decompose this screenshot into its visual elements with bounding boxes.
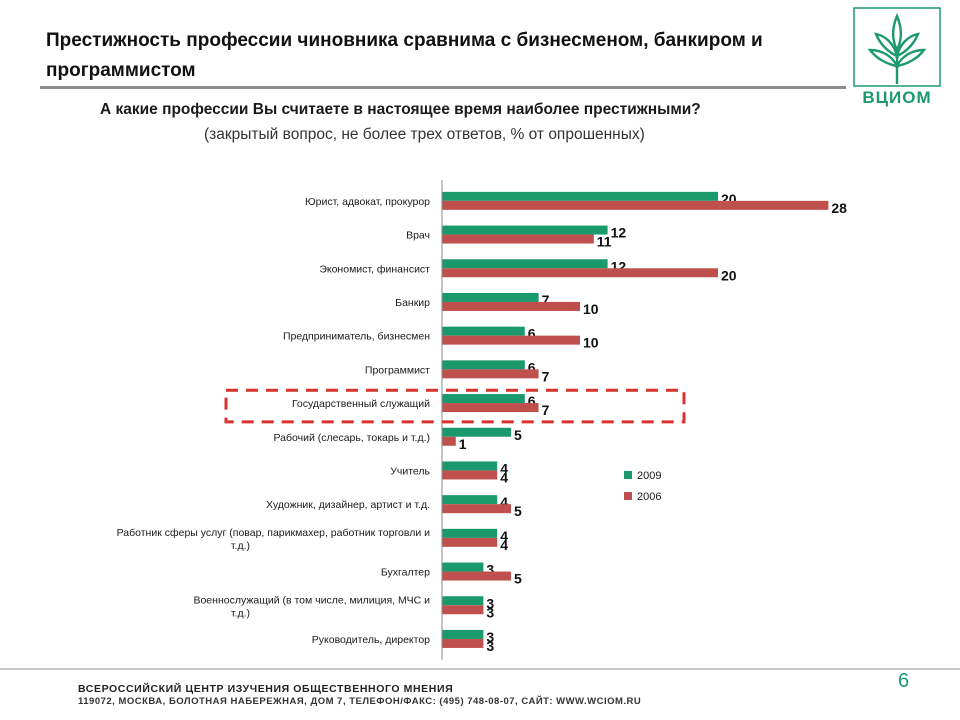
value-label-2006: 7 — [542, 402, 550, 418]
bar-2006 — [442, 504, 511, 514]
bar-2009 — [442, 596, 484, 606]
value-label-2006: 11 — [597, 234, 612, 250]
category-label: Художник, дизайнер, артист и т.д. — [266, 499, 430, 511]
bar-2009 — [442, 191, 718, 201]
value-label-2009: 3 — [486, 595, 494, 611]
value-label-2006: 5 — [514, 571, 522, 587]
bar-2006 — [442, 234, 594, 244]
page-number: 6 — [898, 670, 910, 692]
bar-2009 — [442, 562, 484, 572]
bar-2009 — [442, 394, 525, 404]
footer-address: 119072, МОСКВА, БОЛОТНАЯ НАБЕРЕЖНАЯ, ДОМ… — [78, 696, 642, 707]
value-label-2006: 7 — [542, 368, 550, 384]
value-label-2009: 7 — [542, 292, 550, 308]
value-label-2009: 5 — [514, 427, 522, 443]
category-label: Предприниматель, бизнесмен — [283, 331, 430, 343]
category-label: Бухгалтер — [381, 567, 430, 579]
value-label-2009: 4 — [500, 460, 508, 476]
value-label-2006: 4 — [500, 469, 508, 485]
category-label: Государственный служащий — [292, 398, 430, 410]
category-label: Военнослужащий (в том числе, милиция, МЧ… — [193, 594, 430, 619]
value-label-2009: 4 — [500, 494, 508, 510]
legend-label-2009: 2009 — [637, 470, 661, 482]
bar-2009 — [442, 360, 525, 370]
bar-2006 — [442, 605, 484, 615]
bar-2006 — [442, 571, 511, 581]
value-label-2006: 5 — [514, 503, 522, 519]
category-label: Учитель — [390, 465, 430, 477]
value-label-2006: 20 — [721, 267, 737, 283]
value-label-2009: 3 — [486, 562, 494, 578]
category-label: Врач — [406, 230, 430, 242]
bar-2006 — [442, 301, 580, 311]
title-divider — [40, 86, 846, 89]
bar-2006 — [442, 200, 829, 210]
value-label-2006: 4 — [500, 537, 508, 553]
legend-swatch-2006 — [624, 492, 632, 500]
footer-org: ВСЕРОССИЙСКИЙ ЦЕНТР ИЗУЧЕНИЯ ОБЩЕСТВЕННО… — [78, 683, 454, 695]
category-label: Банкир — [395, 297, 430, 309]
category-label: Рабочий (слесарь, токарь и т.д.) — [274, 432, 431, 444]
value-label-2009: 4 — [500, 528, 508, 544]
bar-2006 — [442, 470, 498, 480]
logo-text: ВЦИОМ — [862, 88, 932, 107]
category-label: Работник сферы услуг (повар, парикмахер,… — [117, 527, 431, 552]
bar-2006 — [442, 268, 718, 278]
value-label-2006: 10 — [583, 301, 599, 317]
bar-2009 — [442, 629, 484, 639]
survey-question: А какие профессии Вы считаете в настояще… — [100, 101, 701, 118]
footer-divider — [0, 668, 960, 670]
value-label-2006: 10 — [583, 335, 599, 351]
bar-2009 — [442, 461, 498, 471]
value-label-2009: 6 — [528, 359, 536, 375]
category-label: Экономист, финансист — [319, 263, 430, 275]
legend-swatch-2009 — [624, 471, 632, 479]
bar-2009 — [442, 495, 498, 505]
bar-2009 — [442, 292, 539, 302]
bar-2009 — [442, 326, 525, 336]
bar-2009 — [442, 259, 608, 269]
bar-2009 — [442, 225, 608, 235]
value-label-2009: 3 — [486, 629, 494, 645]
value-label-2006: 3 — [486, 604, 494, 620]
bar-2006 — [442, 403, 539, 413]
bar-2006 — [442, 335, 580, 345]
value-label-2006: 3 — [486, 638, 494, 654]
legend-label-2006: 2006 — [637, 491, 661, 503]
question-note: (закрытый вопрос, не более трех ответов,… — [204, 126, 645, 143]
value-label-2009: 12 — [611, 225, 627, 241]
bar-2006 — [442, 638, 484, 648]
bar-2006 — [442, 436, 456, 446]
category-label: Юрист, адвокат, прокурор — [305, 196, 430, 208]
page-title: Престижность профессии чиновника сравним… — [46, 30, 763, 81]
wciom-logo: ВЦИОМ — [852, 6, 942, 107]
category-label: Руководитель, директор — [312, 634, 430, 646]
bar-2009 — [442, 427, 511, 437]
bar-2006 — [442, 537, 498, 547]
value-label-2006: 28 — [831, 200, 847, 216]
value-label-2009: 6 — [528, 393, 536, 409]
bar-2006 — [442, 369, 539, 379]
bar-2009 — [442, 528, 498, 538]
value-label-2006: 1 — [459, 436, 467, 452]
category-label: Программист — [365, 364, 430, 376]
value-label-2009: 6 — [528, 326, 536, 342]
highlight-box — [224, 388, 686, 424]
tree-logo-icon — [853, 7, 941, 87]
